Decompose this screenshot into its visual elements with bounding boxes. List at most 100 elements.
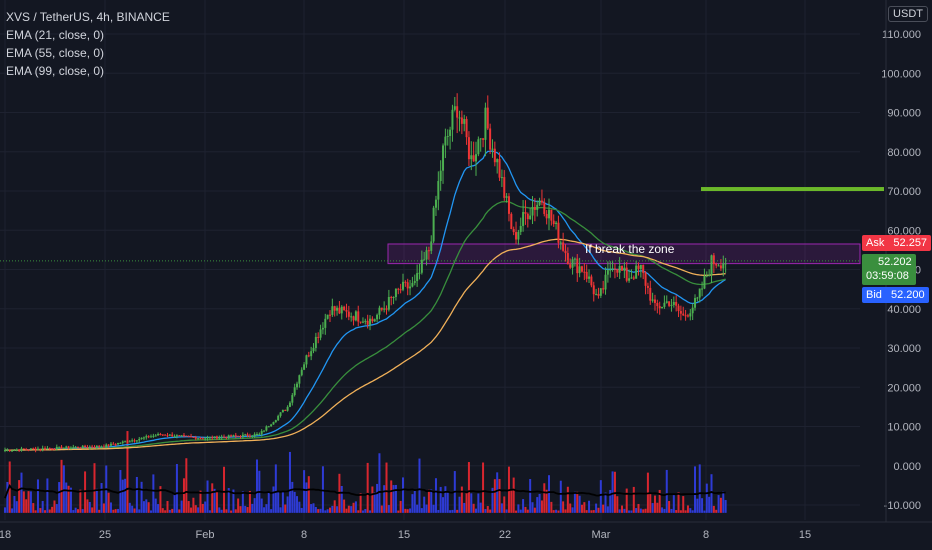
volume-bar [371,486,374,513]
candle-body [298,375,301,384]
volume-bar [46,478,49,513]
volume-bar [91,507,94,513]
candle-body [180,435,183,437]
candle-body [625,267,628,281]
price-tick-label: -10.000 [884,500,921,512]
candle-body [576,258,579,274]
candle-body [373,319,376,322]
candle-body [376,314,379,320]
candle-body [211,437,214,439]
volume-bar [434,478,437,513]
candle-body [540,200,543,203]
volume-bar [225,509,228,513]
candle-body [138,438,141,441]
candle-body [265,426,268,431]
candle-body [260,431,263,434]
candle-body [100,446,103,448]
volume-bar [166,501,169,513]
volume-bar [173,494,176,513]
volume-bar [621,505,624,513]
zone-annotation[interactable]: If break the zone [585,242,675,256]
volume-bar [286,496,289,513]
volume-bar [140,481,143,513]
volume-bar [237,498,240,513]
volume-bar [672,494,675,513]
volume-bar [326,509,329,513]
ema99-label[interactable]: EMA (99, close, 0) [6,64,105,78]
volume-bar [515,510,518,513]
candle-body [6,449,9,451]
volume-bar [246,507,249,513]
ema99-line [5,238,726,451]
candle-body [286,406,289,411]
volume-bar [387,505,390,513]
volume-bar [343,499,346,513]
candle-body [665,301,668,303]
volume-bar [505,509,508,513]
volume-bar [475,508,477,513]
volume-bar [218,507,221,513]
candle-body [251,435,254,437]
candle-body [580,266,583,272]
target-line[interactable] [701,187,884,192]
volume-bar [138,509,141,513]
volume-bar [536,497,539,513]
candle-body [204,438,207,440]
target-level [701,187,884,192]
time-tick-label: 15 [398,529,410,541]
candle-body [418,272,421,274]
candle-body [536,204,539,210]
volume-bar [390,480,393,513]
time-axis[interactable]: 18 25 Feb 8 15 22 Mar 8 15 [0,521,932,541]
candle-body [11,450,14,452]
volume-bar [637,503,640,513]
candle-body [62,447,65,449]
currency-label[interactable]: USDT [888,6,928,22]
candle-body [8,449,11,451]
ema21-label[interactable]: EMA (21, close, 0) [6,28,105,42]
candle-body [25,449,28,451]
volume-bar [701,498,704,513]
volume-bar [524,506,527,513]
volume-bar [279,507,282,513]
candle-body [583,271,586,273]
candle-body [192,436,195,438]
volume-bar [576,491,579,513]
volume-bar [100,483,103,513]
candle-body [585,271,588,279]
candle-body [69,447,72,449]
ema55-label[interactable]: EMA (55, close, 0) [6,46,105,60]
volume-bar [62,465,65,513]
candle-body [81,445,84,448]
candle-body [263,430,266,432]
candle-body [550,209,553,221]
symbol-title[interactable]: XVS / TetherUS, 4h, BINANCE [6,10,170,24]
volume-bar [310,504,313,513]
volume-bar [510,488,513,513]
candle-body [439,170,442,182]
volume-bar [500,503,503,513]
volume-bar [578,495,581,513]
volume-bar [493,479,496,513]
candle-body [46,448,49,450]
price-tick-label: 40.000 [887,304,921,316]
volume-bar [630,510,633,513]
volume-bar [18,480,21,513]
volume-bar [175,464,178,513]
volume-bar [182,478,185,513]
candle-body [41,448,44,450]
volume-bar [241,491,244,513]
candle-body [698,288,701,298]
candle-body [661,306,664,309]
candle-body [644,272,647,286]
volume-bar [618,509,621,513]
candle-body [48,448,51,450]
volume-bar [670,508,673,513]
volume-bar [555,509,558,513]
candle-body [58,446,61,448]
candle-body [411,282,414,287]
volume-bar [449,510,452,513]
candle-body [590,276,593,286]
candle-body [340,306,343,314]
